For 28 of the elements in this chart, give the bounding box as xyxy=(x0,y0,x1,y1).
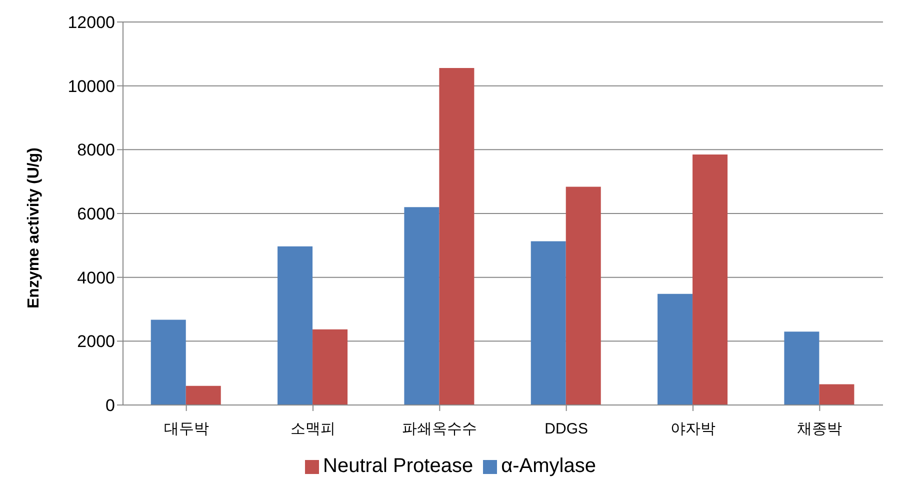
y-tick-label: 10000 xyxy=(68,76,115,96)
x-tick-label: 소맥피 xyxy=(290,420,336,438)
x-tick-label: DDGS xyxy=(544,420,588,438)
y-tick-label: 4000 xyxy=(77,268,115,288)
bar xyxy=(566,186,601,405)
y-tick-label: 6000 xyxy=(77,204,115,224)
y-tick-label: 8000 xyxy=(77,140,115,160)
y-axis-title: Enzyme activity (U/g) xyxy=(26,148,43,308)
y-tick-label: 0 xyxy=(106,396,115,416)
bar xyxy=(784,332,820,405)
x-tick-label: 대두박 xyxy=(164,420,209,438)
y-tick-label: 12000 xyxy=(68,13,115,32)
x-tick-label: 파쇄옥수수 xyxy=(402,420,478,438)
legend-label: Neutral Protease xyxy=(323,455,474,477)
bar xyxy=(692,154,728,405)
bar xyxy=(658,294,693,405)
bar xyxy=(186,386,221,405)
bar xyxy=(530,241,566,405)
bar xyxy=(819,384,854,405)
bar xyxy=(278,246,313,405)
bar xyxy=(312,329,348,405)
bar xyxy=(439,68,474,405)
x-tick-label: 야자박 xyxy=(670,420,716,438)
x-tick-label: 채종박 xyxy=(797,420,842,438)
legend-label: α-Amylase xyxy=(501,455,596,477)
y-tick-label: 2000 xyxy=(77,332,115,352)
bar xyxy=(150,320,186,405)
bar xyxy=(404,207,440,405)
